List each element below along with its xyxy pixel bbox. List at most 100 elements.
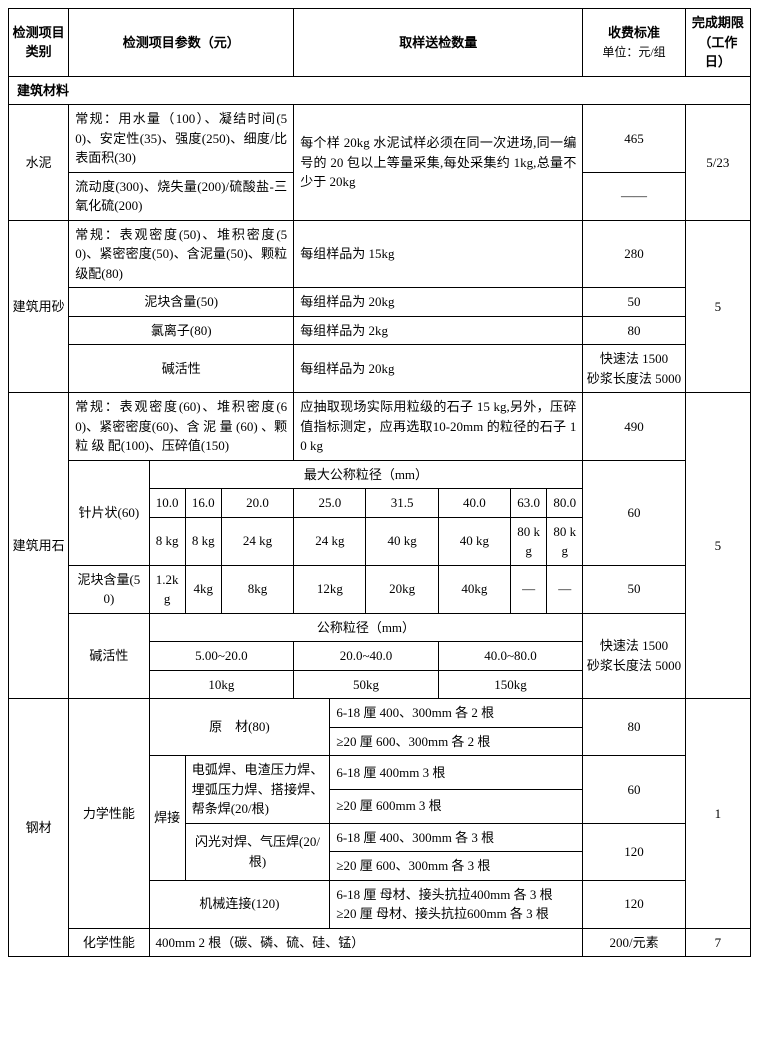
sand-qty3: 每组样品为 2kg xyxy=(294,316,583,345)
sand-param1: 常规：表观密度(50)、堆积密度(50)、紧密密度(50)、含泥量(50)、颗粒… xyxy=(69,220,294,288)
steel-weld-label: 焊接 xyxy=(149,756,185,881)
sand-row3: 氯离子(80) 每组样品为 2kg 80 xyxy=(9,316,751,345)
stone-alkali-col-1: 20.0~40.0 50kg xyxy=(294,642,439,699)
cement-fee2: —— xyxy=(583,172,685,220)
stone-mud-wt-3: 12kg xyxy=(294,565,366,613)
sand-row1: 建筑用砂 常规：表观密度(50)、堆积密度(50)、紧密密度(50)、含泥量(5… xyxy=(9,220,751,288)
stone-alkali-range-2: 40.0~80.0 xyxy=(439,642,583,671)
header-category: 检测项目类别 xyxy=(9,9,69,77)
sand-qty2: 每组样品为 20kg xyxy=(294,288,583,317)
stone-mud-wt-6: — xyxy=(511,565,547,613)
stone-mud-wt-7: — xyxy=(547,565,583,613)
steel-weld1-qty2: ≥20 厘 600mm 3 根 xyxy=(330,789,583,823)
steel-name: 钢材 xyxy=(9,699,69,957)
header-params: 检测项目参数（元） xyxy=(69,9,294,77)
steel-raw-label: 原 材(80) xyxy=(149,699,330,756)
steel-chem-deadline: 7 xyxy=(685,928,750,957)
sand-fee4: 快速法 1500 砂浆长度法 5000 xyxy=(583,345,685,393)
stone-mud-row: 泥块含量(50) 1.2kg 4kg 8kg 12kg 20kg 40kg — … xyxy=(9,565,751,613)
stone-deadline: 5 xyxy=(685,393,750,699)
stone-size-3: 25.0 xyxy=(294,489,366,518)
steel-weld1-fee: 60 xyxy=(583,756,685,824)
stone-alkali-col-0: 5.00~20.0 10kg xyxy=(149,642,294,699)
stone-max-size-label: 最大公称粒径（mm） xyxy=(149,460,583,489)
sand-row2: 泥块含量(50) 每组样品为 20kg 50 xyxy=(9,288,751,317)
sand-fee2: 50 xyxy=(583,288,685,317)
stone-alkali-range-0: 5.00~20.0 xyxy=(150,642,294,671)
steel-raw-fee: 80 xyxy=(583,699,685,756)
steel-weld2-qty2: ≥20 厘 600、300mm 各 3 根 xyxy=(330,852,583,881)
stone-size-6: 63.0 xyxy=(511,489,547,518)
steel-weld2-fee: 120 xyxy=(583,823,685,880)
stone-mud-wt-0: 1.2kg xyxy=(149,565,185,613)
inspection-table: 检测项目类别 检测项目参数（元） 取样送检数量 收费标准 单位：元/组 完成期限… xyxy=(8,8,751,957)
section-building-materials: 建筑材料 xyxy=(9,76,751,105)
stone-mud-wt-1: 4kg xyxy=(185,565,221,613)
sand-param2: 泥块含量(50) xyxy=(69,288,294,317)
stone-alkali-label: 碱活性 xyxy=(69,613,149,699)
stone-flake-header: 针片状(60) 最大公称粒径（mm） 60 xyxy=(9,460,751,489)
stone-size-2: 20.0 xyxy=(221,489,293,518)
stone-flake-wt-1: 8 kg xyxy=(185,517,221,565)
cement-param1: 常规：用水量（100）、凝结时间(50)、安定性(35)、强度(250)、细度/… xyxy=(69,105,294,173)
cement-fee1: 465 xyxy=(583,105,685,173)
stone-size-0: 10.0 xyxy=(149,489,185,518)
stone-flake-wt-2: 24 kg xyxy=(221,517,293,565)
stone-row1: 建筑用石 常规：表观密度(60)、堆积密度(60)、紧密密度(60)、含 泥 量… xyxy=(9,393,751,461)
stone-flake-wt-5: 40 kg xyxy=(438,517,510,565)
steel-mechconn-qty: 6-18 厘 母材、接头抗拉400mm 各 3 根 ≥20 厘 母材、接头抗拉6… xyxy=(330,880,583,928)
steel-mechconn-label: 机械连接(120) xyxy=(149,880,330,928)
steel-chem-qty: 400mm 2 根（碳、磷、硫、硅、锰） xyxy=(149,928,583,957)
stone-flake-wt-4: 40 kg xyxy=(366,517,438,565)
sand-param4: 碱活性 xyxy=(69,345,294,393)
steel-weld1-qty1: 6-18 厘 400mm 3 根 xyxy=(330,756,583,790)
cement-name: 水泥 xyxy=(9,105,69,221)
cement-param2: 流动度(300)、烧失量(200)/硫酸盐-三氧化硫(200) xyxy=(69,172,294,220)
steel-chem-fee: 200/元素 xyxy=(583,928,685,957)
cement-qty: 每个样 20kg 水泥试样必须在同一次进场,同一编号的 20 包以上等量采集,每… xyxy=(294,105,583,221)
stone-nom-size-label: 公称粒径（mm） xyxy=(149,613,583,642)
header-fee-line1: 收费标准 xyxy=(608,25,660,40)
header-row: 检测项目类别 检测项目参数（元） 取样送检数量 收费标准 单位：元/组 完成期限… xyxy=(9,9,751,77)
sand-qty1: 每组样品为 15kg xyxy=(294,220,583,288)
stone-alkali-header: 碱活性 公称粒径（mm） 快速法 1500 砂浆长度法 5000 xyxy=(9,613,751,642)
stone-alkali-wt-0: 10kg xyxy=(150,671,294,699)
sand-fee1: 280 xyxy=(583,220,685,288)
header-fee-line2: 单位：元/组 xyxy=(602,45,665,59)
stone-fee1: 490 xyxy=(583,393,685,461)
steel-mech-label: 力学性能 xyxy=(69,699,149,929)
sand-qty4: 每组样品为 20kg xyxy=(294,345,583,393)
stone-mud-fee: 50 xyxy=(583,565,685,613)
header-qty: 取样送检数量 xyxy=(294,9,583,77)
steel-chem-label: 化学性能 xyxy=(69,928,149,957)
stone-flake-label: 针片状(60) xyxy=(69,460,149,565)
stone-mud-label: 泥块含量(50) xyxy=(69,565,149,613)
header-deadline: 完成期限（工作日） xyxy=(685,9,750,77)
sand-deadline: 5 xyxy=(685,220,750,393)
steel-weld2-label: 闪光对焊、气压焊(20/根) xyxy=(185,823,330,880)
stone-alkali-col-2: 40.0~80.0 150kg xyxy=(438,642,583,699)
sand-param3: 氯离子(80) xyxy=(69,316,294,345)
stone-alkali-fee: 快速法 1500 砂浆长度法 5000 xyxy=(583,613,685,699)
stone-size-4: 31.5 xyxy=(366,489,438,518)
steel-mechconn-fee: 120 xyxy=(583,880,685,928)
stone-size-7: 80.0 xyxy=(547,489,583,518)
sand-name: 建筑用砂 xyxy=(9,220,69,393)
steel-weld1-label: 电弧焊、电渣压力焊、埋弧压力焊、搭接焊、帮条焊(20/根) xyxy=(185,756,330,824)
steel-raw-qty2: ≥20 厘 600、300mm 各 2 根 xyxy=(330,727,583,756)
stone-size-5: 40.0 xyxy=(438,489,510,518)
stone-mud-wt-2: 8kg xyxy=(221,565,293,613)
steel-raw-row1: 钢材 力学性能 原 材(80) 6-18 厘 400、300mm 各 2 根 8… xyxy=(9,699,751,728)
steel-chem-row: 化学性能 400mm 2 根（碳、磷、硫、硅、锰） 200/元素 7 xyxy=(9,928,751,957)
stone-flake-wt-0: 8 kg xyxy=(149,517,185,565)
stone-size-1: 16.0 xyxy=(185,489,221,518)
section-title: 建筑材料 xyxy=(9,76,751,105)
stone-flake-wt-7: 80 kg xyxy=(547,517,583,565)
header-fee: 收费标准 单位：元/组 xyxy=(583,9,685,77)
steel-mech-deadline: 1 xyxy=(685,699,750,929)
sand-row4: 碱活性 每组样品为 20kg 快速法 1500 砂浆长度法 5000 xyxy=(9,345,751,393)
stone-flake-wt-6: 80 kg xyxy=(511,517,547,565)
stone-qty1: 应抽取现场实际用粒级的石子 15 kg,另外，压碎值指标测定，应再选取10-20… xyxy=(294,393,583,461)
stone-alkali-wt-2: 150kg xyxy=(439,671,583,699)
stone-mud-wt-4: 20kg xyxy=(366,565,438,613)
